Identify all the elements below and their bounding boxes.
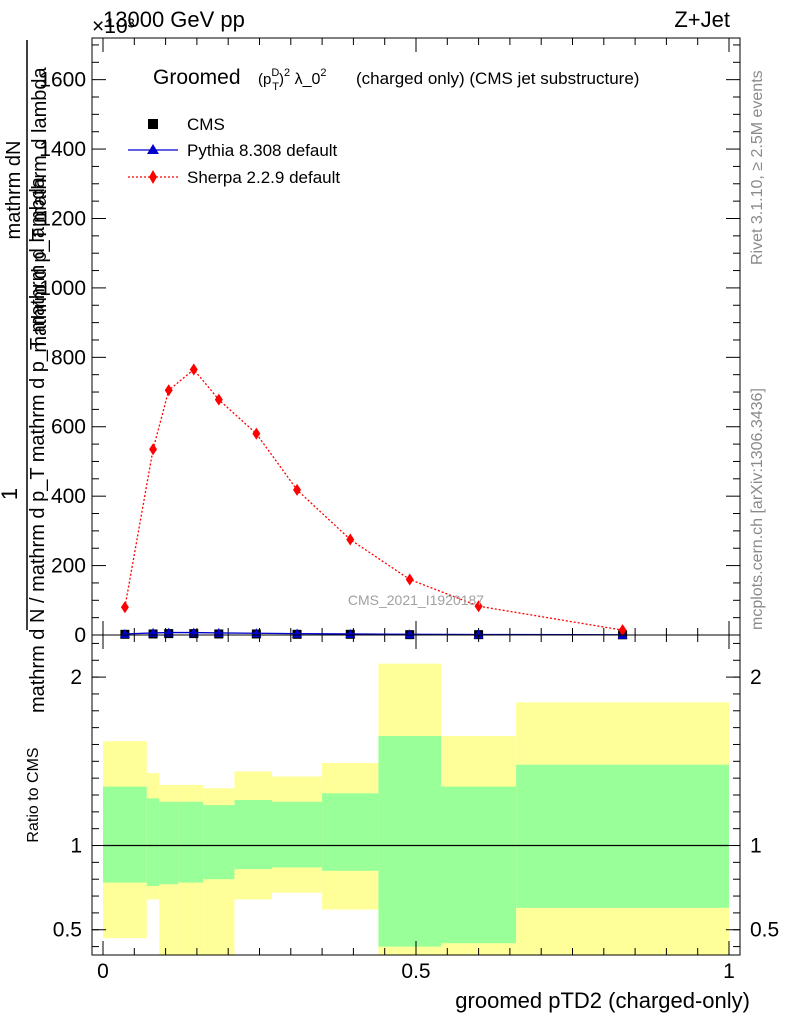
pythia-point (119, 628, 130, 638)
pythia-point (163, 627, 174, 637)
main-y-tick-label: 200 (51, 555, 86, 578)
ratio-inner-band (272, 801, 323, 868)
ratio-x-tick-label: 0 (97, 960, 109, 983)
ratio-inner-band (378, 736, 442, 947)
ratio-y-tick-label-left: 2 (70, 666, 82, 689)
legend-pythia-label: Pythia 8.308 default (187, 141, 338, 160)
ratio-y-tick-label-right: 0.5 (750, 919, 779, 942)
ratio-x-tick-label: 0.5 (401, 960, 430, 983)
legend-cms-marker (148, 119, 158, 129)
title-rest: (charged only) (CMS jet substructure) (356, 69, 639, 88)
ratio-inner-band (203, 805, 235, 880)
legend-sherpa-label: Sherpa 2.2.9 default (187, 168, 340, 187)
main-y-tick-label: 800 (51, 346, 86, 369)
ylabel-mid: mathrm d p_T mathrm d lambda (29, 66, 51, 352)
sherpa-point (474, 600, 483, 613)
legend: CMS Pythia 8.308 default Sherpa 2.2.9 de… (128, 115, 340, 187)
main-y-tick-label: 1000 (39, 277, 86, 300)
legend-sherpa-marker (149, 170, 157, 184)
watermark: CMS_2021_I1920187 (348, 592, 484, 608)
ylabel-bottom: mathrm d N / mathrm d p_T mathrm d p_T m… (27, 176, 49, 713)
ratio-inner-band (441, 786, 517, 944)
ratio-panel: 0.5 0.5 1 1 2 2 0 0.5 1 Ratio to CMS groomed pTD… (25, 634, 779, 1013)
rivet-label: Rivet 3.1.10, ≥ 2.5M events (749, 70, 766, 265)
ylabel-top: mathrm dN (3, 141, 25, 240)
title-main: Groomed (153, 66, 241, 89)
ratio-inner-band (516, 764, 729, 908)
sherpa-point (120, 601, 129, 614)
ratio-y-tick-label-left: 0.5 (53, 919, 82, 942)
main-y-tick-label: 1600 (39, 69, 86, 92)
sherpa-point (189, 363, 198, 376)
ratio-inner-band (178, 801, 204, 883)
ratio-axis-ticks: 0.5 0.5 1 1 2 2 0 0.5 1 (53, 635, 779, 983)
ratio-inner-band (146, 798, 160, 886)
ratio-y-axis-title: Ratio to CMS (25, 747, 42, 842)
main-data-layer (119, 363, 628, 640)
ratio-y-tick-label-right: 2 (750, 666, 762, 689)
x-axis-title: groomed pTD2 (charged-only) (455, 988, 750, 1013)
main-panel: 0 200 400 600 800 1000 1200 1400 1600 Groomed (p… (39, 37, 741, 647)
sherpa-point (346, 533, 355, 546)
sherpa-point (618, 624, 627, 637)
main-y-tick-label: 400 (51, 485, 86, 508)
pythia-point (473, 629, 484, 639)
process-label: Z+Jet (674, 7, 730, 32)
legend-cms-label: CMS (187, 115, 225, 134)
pythia-point (345, 628, 356, 638)
sherpa-point (293, 483, 302, 496)
energy-label: 13000 GeV pp (103, 7, 245, 32)
exponent-label: ×10³ (92, 15, 135, 38)
sherpa-point (164, 384, 173, 397)
main-y-tick-label: 1400 (39, 138, 86, 161)
pythia-point (404, 629, 415, 639)
series-line-1 (124, 631, 623, 636)
main-y-tick-label: 0 (74, 624, 86, 647)
pythia-point (188, 627, 199, 637)
ratio-x-tick-label: 1 (723, 960, 735, 983)
sherpa-point (252, 427, 261, 440)
main-title: Groomed (pD T)2 λ_02 (charged only) (CMS … (153, 66, 639, 93)
sherpa-point (149, 443, 158, 456)
ratio-inner-band (322, 793, 379, 871)
ratio-inner-band (234, 800, 273, 870)
ylabel-one: 1 (0, 488, 22, 500)
mcplots-label: mcplots.cern.ch [arXiv:1306.3436] (749, 388, 766, 630)
main-y-tick-label: 600 (51, 416, 86, 439)
main-y-axis-title: mathrm dN mathrm d p_T mathrm d lambda 1… (0, 40, 51, 713)
main-axis-ticks: 0 200 400 600 800 1000 1200 1400 1600 (39, 38, 740, 647)
ratio-y-tick-label-left: 1 (70, 835, 82, 858)
ratio-inner-band (103, 786, 147, 883)
sherpa-point (214, 393, 223, 406)
series-line-2 (124, 368, 623, 631)
legend-pythia-marker (147, 144, 159, 154)
sherpa-point (405, 573, 414, 586)
ratio-bands (103, 663, 729, 955)
title-formula: (pD T)2 λ_02 (258, 67, 327, 93)
main-y-tick-label: 1200 (39, 207, 86, 230)
ratio-inner-band (159, 801, 179, 885)
ratio-y-tick-label-right: 1 (750, 835, 762, 858)
